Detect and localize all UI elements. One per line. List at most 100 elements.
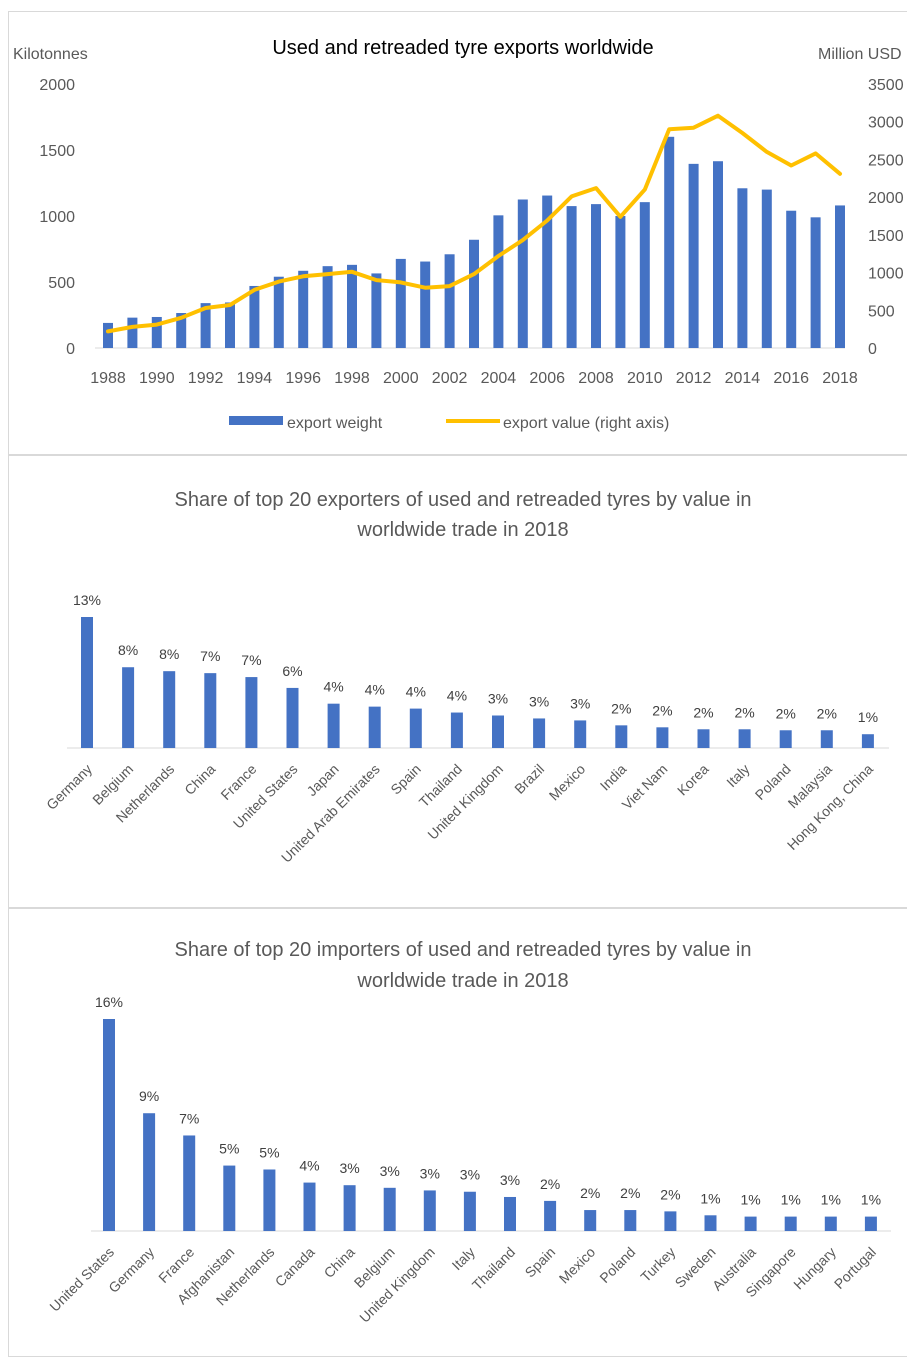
share-bar — [122, 667, 135, 748]
bar-data-label: 2% — [620, 1185, 640, 1201]
top-exporters-chart: Share of top 20 exporters of used and re… — [43, 489, 889, 866]
share-bar — [409, 708, 422, 748]
category-label: Spain — [387, 761, 424, 798]
category-label: Brazil — [511, 761, 547, 797]
left-axis-tick-label: 500 — [48, 275, 75, 292]
category-label: China — [321, 1244, 358, 1281]
share-bar — [861, 734, 874, 748]
export-weight-bar — [517, 199, 528, 348]
x-axis-tick-label: 1996 — [285, 370, 321, 387]
bar-data-label: 4% — [447, 688, 467, 704]
legend-label-export-value: export value (right axis) — [503, 415, 669, 432]
chart-title-line-2: worldwide trade in 2018 — [356, 970, 568, 992]
export-weight-bar — [737, 188, 748, 348]
left-axis-label: Kilotonnes — [13, 46, 88, 63]
share-bar — [303, 1182, 316, 1231]
export-weight-bar — [176, 313, 187, 348]
export-weight-bar — [420, 261, 431, 348]
right-axis-tick-label: 0 — [868, 341, 877, 358]
x-axis-tick-label: 2010 — [627, 370, 663, 387]
export-weight-bar — [542, 195, 553, 348]
exports-over-time-chart-panel: Used and retreaded tyre exports worldwid… — [8, 11, 907, 455]
share-bar — [327, 703, 340, 748]
share-bar — [744, 1216, 757, 1231]
x-axis-tick-label: 2006 — [529, 370, 565, 387]
category-label: United Kingdom — [356, 1244, 438, 1326]
share-bar — [245, 677, 258, 748]
top-exporters-chart-panel: Share of top 20 exporters of used and re… — [8, 455, 907, 908]
share-bar — [820, 730, 833, 748]
share-bar — [368, 706, 381, 748]
bar-data-label: 1% — [781, 1192, 801, 1208]
share-bar — [656, 727, 669, 748]
category-label: Korea — [674, 761, 712, 799]
category-label: Hungary — [790, 1244, 839, 1293]
export-weight-bar — [444, 254, 455, 348]
category-label: United Kingdom — [424, 761, 506, 843]
share-bar — [163, 671, 176, 748]
export-weight-bar — [395, 258, 406, 348]
category-label: China — [181, 761, 218, 798]
bar-data-label: 3% — [529, 693, 549, 709]
bar-data-label: 3% — [380, 1163, 400, 1179]
share-bar — [664, 1211, 677, 1231]
bar-data-label: 2% — [580, 1185, 600, 1201]
right-axis-tick-label: 500 — [868, 303, 895, 320]
bar-data-label: 1% — [858, 709, 878, 725]
share-bar — [103, 1019, 115, 1231]
category-label: Canada — [272, 1244, 318, 1290]
left-axis-tick-label: 0 — [66, 341, 75, 358]
export-weight-bar — [810, 217, 821, 348]
chart-title-line-1: Share of top 20 exporters of used and re… — [174, 489, 751, 511]
x-axis-tick-label: 2016 — [773, 370, 809, 387]
category-label: Portugal — [831, 1244, 879, 1292]
legend-label-export-weight: export weight — [287, 415, 383, 432]
bar-data-label: 16% — [95, 994, 123, 1010]
share-bar — [223, 1165, 236, 1231]
bar-data-label: 8% — [118, 642, 138, 658]
bar-data-label: 2% — [611, 700, 631, 716]
bar-data-label: 1% — [861, 1192, 881, 1208]
share-bar — [824, 1216, 837, 1231]
export-weight-bar — [566, 206, 577, 348]
category-label: Mexico — [556, 1244, 599, 1287]
export-weight-bar — [347, 264, 357, 348]
right-axis-label: Million USD — [818, 46, 902, 63]
bar-data-label: 4% — [323, 679, 343, 695]
export-weight-bar — [493, 215, 504, 348]
share-bar — [624, 1210, 637, 1231]
export-weight-bar — [127, 317, 138, 348]
export-weight-bar — [322, 266, 333, 348]
share-bar — [450, 712, 463, 748]
export-weight-bar — [688, 163, 699, 348]
bar-data-label: 4% — [365, 682, 385, 698]
right-axis-tick-label: 2500 — [868, 152, 904, 169]
legend-swatch-export-weight — [229, 416, 283, 425]
share-bar — [343, 1185, 356, 1231]
bar-data-label: 4% — [299, 1158, 319, 1174]
x-axis-tick-label: 1998 — [334, 370, 370, 387]
export-weight-bar — [371, 273, 382, 348]
category-label: Japan — [303, 761, 341, 799]
export-weight-bar — [664, 136, 675, 348]
category-label: Mexico — [546, 761, 589, 804]
share-bar — [423, 1190, 436, 1231]
export-weight-bar — [639, 202, 650, 348]
left-axis-tick-label: 2000 — [39, 77, 75, 94]
category-label: Viet Nam — [619, 761, 671, 813]
export-weight-bar — [200, 303, 211, 348]
export-weight-bar — [151, 316, 162, 348]
share-bar — [143, 1113, 156, 1231]
x-axis-tick-label: 1988 — [90, 370, 126, 387]
left-axis-tick-label: 1500 — [39, 143, 75, 160]
chart-title: Used and retreaded tyre exports worldwid… — [272, 37, 653, 59]
export-weight-bar — [298, 270, 309, 348]
bar-data-label: 1% — [821, 1192, 841, 1208]
share-bar — [183, 1135, 196, 1231]
exports-over-time-chart: Used and retreaded tyre exports worldwid… — [13, 37, 904, 432]
bar-data-label: 2% — [776, 705, 796, 721]
category-label: Poland — [596, 1244, 638, 1286]
share-bar — [533, 718, 546, 748]
category-label: Germany — [43, 761, 95, 813]
export-weight-bar — [615, 216, 626, 348]
